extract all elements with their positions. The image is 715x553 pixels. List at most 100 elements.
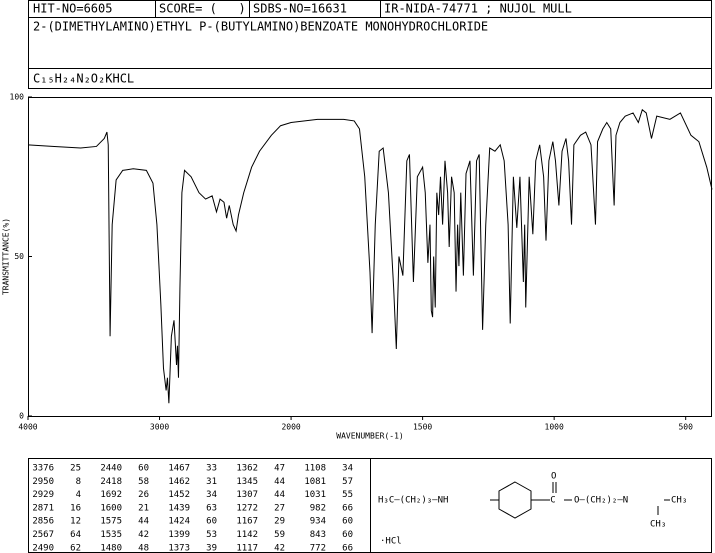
peak-wavenumber: 1031 [304, 490, 326, 500]
peak-wavenumber: 1272 [236, 503, 258, 513]
peak-wavenumber: 2856 [32, 517, 54, 527]
peak-transmittance: 26 [138, 490, 149, 500]
peak-transmittance: 12 [70, 517, 81, 527]
benzene-ring [498, 481, 532, 519]
peak-wavenumber: 2440 [100, 464, 122, 474]
source: IR-NIDA-74771 ; NUJOL MULL [384, 2, 572, 16]
peak-transmittance: 57 [342, 477, 353, 487]
peak-transmittance: 48 [138, 543, 149, 553]
compound-name: 2-(DIMETHYLAMINO)ETHYL P-(BUTYLAMINO)BEN… [33, 20, 488, 34]
x-tick-label: 500 [678, 423, 693, 432]
peak-transmittance: 59 [274, 530, 285, 540]
name-box [28, 17, 712, 89]
peak-wavenumber: 1307 [236, 490, 258, 500]
peak-wavenumber: 2929 [32, 490, 54, 500]
hit-no: HIT-NO=6605 [33, 2, 112, 16]
peak-wavenumber: 934 [310, 517, 326, 527]
peak-wavenumber: 772 [310, 543, 326, 553]
structure-label: C [550, 496, 555, 506]
frames [28, 0, 712, 553]
peak-wavenumber: 1480 [100, 543, 122, 553]
peak-transmittance: 44 [274, 477, 285, 487]
spectrum-line [27, 108, 713, 404]
x-tick-label: 1000 [545, 423, 564, 432]
peak-wavenumber: 1467 [168, 464, 190, 474]
plot-frame [28, 97, 712, 417]
peak-wavenumber: 1373 [168, 543, 190, 553]
x-axis-label: WAVENUMBER(-1) [336, 432, 403, 441]
peak-wavenumber: 2418 [100, 477, 122, 487]
peak-transmittance: 63 [206, 503, 217, 513]
peak-transmittance: 42 [138, 530, 149, 540]
x-tick-label: 2000 [281, 423, 300, 432]
peak-transmittance: 4 [76, 490, 81, 500]
peak-transmittance: 16 [70, 503, 81, 513]
peak-transmittance: 34 [206, 490, 217, 500]
peak-transmittance: 31 [206, 477, 217, 487]
y-axis-label: TRANSMITTANCE(%) [2, 218, 11, 295]
peak-transmittance: 60 [206, 517, 217, 527]
structure-label: H₃C—(CH₂)₃—NH [378, 496, 448, 506]
peak-wavenumber: 1424 [168, 517, 190, 527]
peak-wavenumber: 2871 [32, 503, 54, 513]
peak-transmittance: 44 [138, 517, 149, 527]
peak-transmittance: 33 [206, 464, 217, 474]
x-tick-label: 3000 [150, 423, 169, 432]
peak-wavenumber: 1345 [236, 477, 258, 487]
peak-transmittance: 60 [342, 530, 353, 540]
peak-wavenumber: 2567 [32, 530, 54, 540]
peak-transmittance: 27 [274, 503, 285, 513]
peak-wavenumber: 1462 [168, 477, 190, 487]
peak-wavenumber: 1167 [236, 517, 258, 527]
y-tick-label: 50 [14, 252, 24, 261]
peak-wavenumber: 2950 [32, 477, 54, 487]
structure-label: O—(CH₂)₂—N [574, 496, 628, 506]
peak-transmittance: 60 [342, 517, 353, 527]
structure-label: O [551, 472, 556, 482]
peak-transmittance: 66 [342, 543, 353, 553]
y-tick-label: 0 [19, 412, 24, 421]
peak-wavenumber: 2490 [32, 543, 54, 553]
peak-wavenumber: 1108 [304, 464, 326, 474]
peak-transmittance: 66 [342, 503, 353, 513]
peak-transmittance: 29 [274, 517, 285, 527]
peak-wavenumber: 1081 [304, 477, 326, 487]
peak-transmittance: 53 [206, 530, 217, 540]
peak-transmittance: 8 [76, 477, 81, 487]
peak-transmittance: 60 [138, 464, 149, 474]
peak-wavenumber: 982 [310, 503, 326, 513]
peak-wavenumber: 3376 [32, 464, 54, 474]
peak-transmittance: 47 [274, 464, 285, 474]
sdbs-no: SDBS-NO=16631 [253, 2, 347, 16]
peak-wavenumber: 1439 [168, 503, 190, 513]
peak-transmittance: 58 [138, 477, 149, 487]
peak-transmittance: 25 [70, 464, 81, 474]
peak-wavenumber: 1452 [168, 490, 190, 500]
peak-transmittance: 55 [342, 490, 353, 500]
peak-transmittance: 44 [274, 490, 285, 500]
peak-transmittance: 34 [342, 464, 353, 474]
x-tick-label: 1500 [413, 423, 432, 432]
peak-wavenumber: 1117 [236, 543, 258, 553]
header-box [28, 0, 712, 18]
peak-wavenumber: 1600 [100, 503, 122, 513]
score: SCORE= ( ) [159, 2, 246, 16]
formula: C₁₅H₂₄N₂O₂KHCL [33, 72, 134, 86]
structure-label: ·HCl [380, 537, 402, 547]
peak-wavenumber: 1692 [100, 490, 122, 500]
peak-transmittance: 64 [70, 530, 81, 540]
peak-wavenumber: 1535 [100, 530, 122, 540]
peak-transmittance: 42 [274, 543, 285, 553]
peak-wavenumber: 1575 [100, 517, 122, 527]
structure-label: CH₃ [650, 520, 666, 530]
y-tick-label: 100 [10, 93, 25, 102]
peak-transmittance: 21 [138, 503, 149, 513]
peak-wavenumber: 1362 [236, 464, 258, 474]
peak-wavenumber: 1399 [168, 530, 190, 540]
peak-transmittance: 62 [70, 543, 81, 553]
x-tick-label: 4000 [18, 423, 37, 432]
peak-transmittance: 39 [206, 543, 217, 553]
structure-label: CH₃ [671, 496, 687, 506]
peak-wavenumber: 1142 [236, 530, 258, 540]
